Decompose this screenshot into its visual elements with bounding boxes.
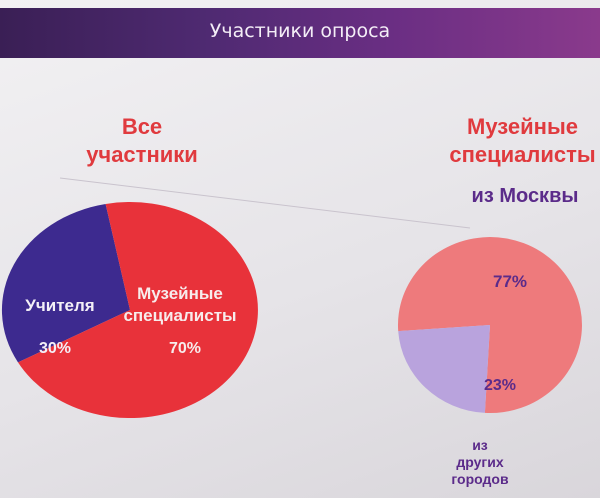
slice-label-museum-line2: специалисты bbox=[123, 306, 237, 325]
slice-label-other-line2: других bbox=[456, 454, 504, 470]
pie-slice-teachers bbox=[1, 204, 131, 363]
right-chart-subtitle: из Москвы bbox=[471, 185, 579, 207]
slice-value-museum: 70% bbox=[168, 340, 202, 357]
slice-label-other-line3: городов bbox=[451, 471, 509, 487]
slice-label-teachers: Учителя bbox=[25, 296, 95, 315]
right-chart-title: Музейные специалисты bbox=[435, 113, 600, 169]
pie-slice-other-cities bbox=[398, 325, 490, 413]
slide-title: Участники опроса bbox=[209, 20, 391, 42]
right-chart-title-line1: Музейные bbox=[467, 114, 578, 139]
right-chart-title-line2: специалисты bbox=[449, 142, 596, 167]
slice-value-moscow: 77% bbox=[492, 272, 528, 291]
slice-label-other-line1: из bbox=[472, 437, 488, 453]
slice-value-other-cities: 23% bbox=[483, 377, 517, 394]
left-chart-title-line2: участники bbox=[86, 142, 198, 167]
slice-label-other-cities: из других городов bbox=[430, 437, 530, 488]
left-chart-title: Все участники bbox=[62, 113, 222, 169]
pie-slice-moscow bbox=[397, 237, 582, 414]
title-bar: Участники опроса bbox=[0, 8, 600, 58]
slice-value-teachers: 30% bbox=[38, 340, 72, 357]
slice-label-museum-line1: Музейные bbox=[137, 284, 223, 303]
slice-label-museum: Музейные специалисты bbox=[100, 283, 260, 327]
left-chart-title-line1: Все bbox=[121, 114, 163, 139]
pie-slice-museum bbox=[18, 202, 258, 419]
